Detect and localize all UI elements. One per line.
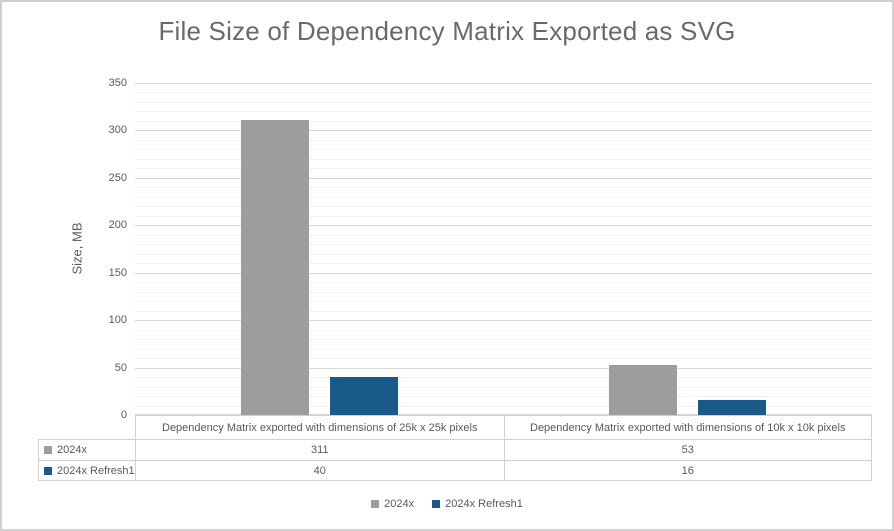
legend-label: 2024x Refresh1 (445, 498, 523, 510)
minor-gridline (135, 244, 872, 246)
major-gridline (135, 320, 872, 322)
series-name-label: 2024x Refresh1 (57, 464, 135, 477)
category-label: Dependency Matrix exported with dimensio… (503, 415, 872, 439)
y-axis-tick-label: 250 (108, 171, 127, 184)
series-name-cell: 2024x (38, 439, 135, 460)
y-axis-tick-label: 150 (108, 266, 127, 279)
minor-gridline (135, 120, 872, 122)
major-gridline (135, 130, 872, 132)
y-axis-tick-label: 50 (114, 361, 127, 374)
minor-gridline (135, 348, 872, 350)
bar-2024x-category-2 (609, 364, 678, 415)
legend-key-swatch (44, 446, 52, 454)
y-axis-title: Size, MB (66, 83, 88, 413)
plot-area (135, 83, 872, 415)
legend-key-swatch (44, 466, 52, 475)
minor-gridline (135, 92, 872, 94)
legend-item: 2024x (371, 498, 414, 510)
series-name-label: 2024x (57, 444, 87, 456)
minor-gridline (135, 158, 872, 160)
series-name-cell: 2024x Refresh1 (38, 460, 135, 481)
minor-gridline (135, 386, 872, 388)
bar-2024x-refresh1-category-2 (698, 399, 767, 415)
minor-gridline (135, 263, 872, 265)
minor-gridline (135, 168, 872, 170)
chart-title: File Size of Dependency Matrix Exported … (158, 16, 736, 46)
y-axis-tick-label: 350 (108, 77, 127, 89)
major-gridline (135, 83, 872, 84)
bar-2024x-refresh1-category-1 (329, 377, 398, 415)
y-axis-tick-label: 200 (108, 219, 127, 232)
minor-gridline (135, 396, 872, 398)
minor-gridline (135, 253, 872, 255)
y-axis-title-text: Size, MB (69, 221, 85, 275)
series-value-cell: 53 (503, 439, 872, 460)
legend-item: 2024x Refresh1 (432, 498, 523, 510)
y-axis-tick-label: 100 (108, 314, 127, 327)
minor-gridline (135, 405, 872, 407)
legend-label: 2024x (384, 498, 415, 510)
y-axis-tick-label: 300 (108, 124, 127, 137)
minor-gridline (135, 329, 872, 331)
minor-gridline (135, 196, 872, 198)
minor-gridline (135, 291, 872, 293)
data-table-category-header: Dependency Matrix exported with dimensio… (135, 415, 872, 439)
major-gridline (135, 225, 872, 227)
series-value-cell: 40 (135, 460, 504, 481)
major-gridline (135, 272, 872, 274)
series-value-cell: 16 (503, 460, 872, 481)
series-value-cell: 311 (135, 439, 504, 460)
y-axis-tick-label: 0 (120, 409, 127, 421)
minor-gridline (135, 339, 872, 341)
minor-gridline (135, 206, 872, 208)
bar-2024x-category-1 (240, 120, 309, 415)
legend-swatch (432, 500, 441, 508)
legend: 2024x 2024x Refresh1 (2, 498, 892, 510)
minor-gridline (135, 282, 872, 284)
minor-gridline (135, 358, 872, 360)
major-gridline (135, 414, 872, 415)
legend-swatch (371, 500, 380, 508)
minor-gridline (135, 111, 872, 113)
major-gridline (135, 367, 872, 369)
minor-gridline (135, 310, 872, 312)
category-label: Dependency Matrix exported with dimensio… (135, 415, 504, 439)
minor-gridline (135, 101, 872, 103)
minor-gridline (135, 301, 872, 303)
major-gridline (135, 177, 872, 179)
minor-gridline (135, 377, 872, 379)
minor-gridline (135, 187, 872, 189)
minor-gridline (135, 149, 872, 151)
minor-gridline (135, 215, 872, 217)
minor-gridline (135, 139, 872, 141)
data-table-body: 2024x 311 53 2024x Refresh1 40 16 (38, 439, 872, 481)
minor-gridline (135, 234, 872, 236)
